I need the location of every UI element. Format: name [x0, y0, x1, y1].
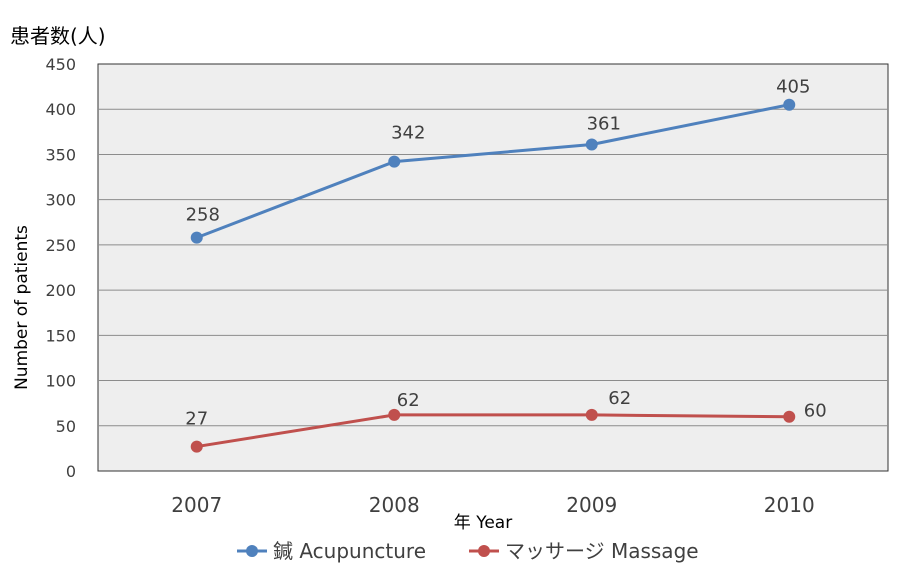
legend: 鍼 Acupuncture マッサージ Massage: [237, 539, 699, 563]
data-label: 258: [186, 205, 220, 226]
y-tick-label: 200: [45, 281, 76, 300]
data-point: [585, 138, 598, 151]
series-2: 27 62 62 60: [185, 388, 827, 453]
data-label: 342: [391, 123, 425, 144]
y-tick-label: 450: [45, 55, 76, 74]
data-label: 62: [397, 390, 420, 411]
y-tick-label: 0: [66, 462, 76, 481]
data-point: [388, 155, 401, 168]
data-point: [585, 408, 598, 421]
legend-label: マッサージ Massage: [505, 539, 699, 563]
series-1: 258 342 361 405: [186, 77, 810, 244]
legend-label: 鍼 Acupuncture: [273, 539, 426, 563]
data-label: 27: [185, 409, 208, 430]
data-point: [388, 408, 401, 421]
y-tick-label: 50: [56, 417, 76, 436]
data-point: [783, 410, 796, 423]
x-tick-label: 2008: [369, 493, 420, 517]
y-tick-label: 350: [45, 145, 76, 164]
y-axis-title: Number of patients: [12, 225, 32, 390]
y-tick-label: 150: [45, 326, 76, 345]
x-tick-label: 2007: [171, 493, 222, 517]
data-label: 405: [776, 77, 810, 98]
data-label: 62: [608, 388, 631, 409]
legend-marker: [246, 545, 258, 557]
legend-item-2: マッサージ Massage: [469, 539, 699, 563]
x-axis-title: 年 Year: [454, 513, 512, 533]
y-tick-labels: 0 50 100 150 200 250 300 350 400 450: [45, 55, 76, 481]
data-point: [190, 440, 203, 453]
legend-marker: [478, 545, 490, 557]
data-label: 361: [587, 113, 621, 134]
gridlines: [98, 108, 888, 427]
series-line: [196, 103, 790, 240]
data-point: [190, 231, 203, 244]
x-tick-label: 2009: [566, 493, 617, 517]
y-tick-label: 250: [45, 236, 76, 255]
plot-area: [97, 63, 889, 472]
series-line: [196, 413, 790, 449]
y-tick-label: 300: [45, 191, 76, 210]
legend-item-1: 鍼 Acupuncture: [237, 539, 426, 563]
y-tick-label: 400: [45, 100, 76, 119]
series-group: 258 342 361 405 27 62 62 60: [185, 77, 827, 453]
data-label: 60: [804, 401, 827, 422]
y-tick-label: 100: [45, 372, 76, 391]
x-tick-label: 2010: [764, 493, 815, 517]
data-point: [783, 98, 796, 111]
x-tick-labels: 2007 2008 2009 2010: [171, 493, 814, 517]
y-axis-title-japanese: 患者数(人): [10, 24, 106, 48]
